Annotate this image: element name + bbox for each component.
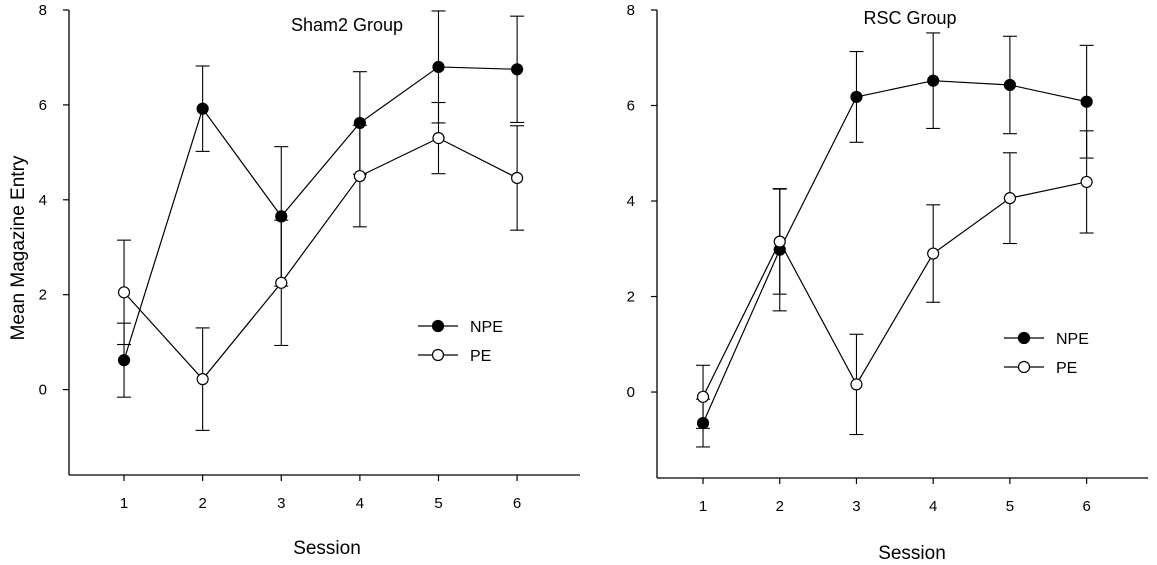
rsc-pe-point xyxy=(696,390,710,403)
rsc-y-tick-label: 2 xyxy=(627,289,635,306)
sham2-x-axis-title: Session xyxy=(293,538,361,559)
rsc-y-tick-label: 8 xyxy=(627,2,635,19)
sham2-pe-point xyxy=(353,169,366,183)
rsc-legend-npe-marker xyxy=(1017,331,1031,345)
rsc-legend-npe-label: NPE xyxy=(1056,331,1089,348)
rsc-pe-point xyxy=(773,235,786,248)
sham2-x-tick-label: 2 xyxy=(198,495,206,512)
sham2-y-tick-label: 4 xyxy=(39,192,47,209)
sham2-legend-npe-marker xyxy=(431,319,445,333)
rsc-pe-point xyxy=(927,247,940,260)
rsc-pe-point xyxy=(1080,175,1093,189)
rsc-pe-point xyxy=(850,378,863,391)
sham2-x-tick-label: 5 xyxy=(434,495,442,512)
sham2-legend-pe-marker xyxy=(431,348,445,362)
sham2-chart-title: Sham2 Group xyxy=(291,15,403,35)
rsc-y-tick-label: 0 xyxy=(627,384,635,401)
sham2-x-tick-label: 6 xyxy=(513,495,521,512)
sham2-chart-panel: 0 2 4 6 8 1 2 3 4 5 6 Sham2 Group Session Mean Magazi… xyxy=(8,2,580,559)
sham2-npe-point xyxy=(117,354,131,367)
sham2-pe-point xyxy=(275,276,288,289)
sham2-npe-point xyxy=(511,63,524,76)
rsc-x-axis-title: Session xyxy=(878,543,946,564)
sham2-pe-point xyxy=(432,132,445,145)
rsc-x-tick-label: 2 xyxy=(776,498,784,515)
sham2-legend-npe-label: NPE xyxy=(470,319,503,336)
sham2-x-tick-label: 1 xyxy=(120,495,128,512)
sham2-y-tick-label: 8 xyxy=(39,2,47,19)
rsc-npe-point xyxy=(927,74,940,87)
sham2-pe-point xyxy=(196,373,209,386)
sham2-x-tick-label: 3 xyxy=(277,495,285,512)
sham2-npe-point xyxy=(353,116,366,130)
rsc-npe-point xyxy=(850,90,863,104)
rsc-legend-pe-label: PE xyxy=(1056,360,1077,377)
sham2-x-tick-label: 4 xyxy=(356,495,364,512)
rsc-chart-title: RSC Group xyxy=(863,8,956,28)
rsc-x-tick-label: 6 xyxy=(1082,498,1090,515)
rsc-y-tick-label: 6 xyxy=(627,98,635,115)
sham2-y-tick-label: 6 xyxy=(39,97,47,114)
rsc-legend-pe-marker xyxy=(1017,360,1031,374)
sham2-y-tick-label: 0 xyxy=(39,382,47,399)
rsc-x-tick-label: 1 xyxy=(699,498,707,515)
rsc-y-tick-label: 4 xyxy=(627,193,635,210)
sham2-y-axis-title: Mean Magazine Entry xyxy=(8,155,29,340)
sham2-npe-point xyxy=(432,60,445,74)
sham2-npe-series-line xyxy=(123,66,518,361)
sham2-npe-point xyxy=(196,102,209,115)
rsc-chart-panel: 0 2 4 6 8 1 2 3 4 5 6 RSC Group Session NPE PE xyxy=(627,2,1148,564)
rsc-x-tick-label: 5 xyxy=(1006,498,1014,515)
sham2-y-tick-label: 2 xyxy=(39,287,47,304)
rsc-npe-point xyxy=(696,416,710,430)
sham2-pe-point xyxy=(511,171,524,185)
sham2-pe-series-line xyxy=(123,137,518,381)
sham2-legend-pe-label: PE xyxy=(470,348,491,365)
sham2-npe-point xyxy=(275,210,288,223)
rsc-npe-series-line xyxy=(702,80,1087,424)
rsc-npe-point xyxy=(1003,78,1017,92)
sham2-pe-point xyxy=(117,286,131,299)
rsc-npe-point xyxy=(1080,95,1093,108)
rsc-pe-point xyxy=(1003,192,1017,205)
rsc-x-tick-label: 3 xyxy=(852,498,860,515)
rsc-pe-series-line xyxy=(702,181,1087,398)
rsc-x-tick-label: 4 xyxy=(929,498,937,515)
